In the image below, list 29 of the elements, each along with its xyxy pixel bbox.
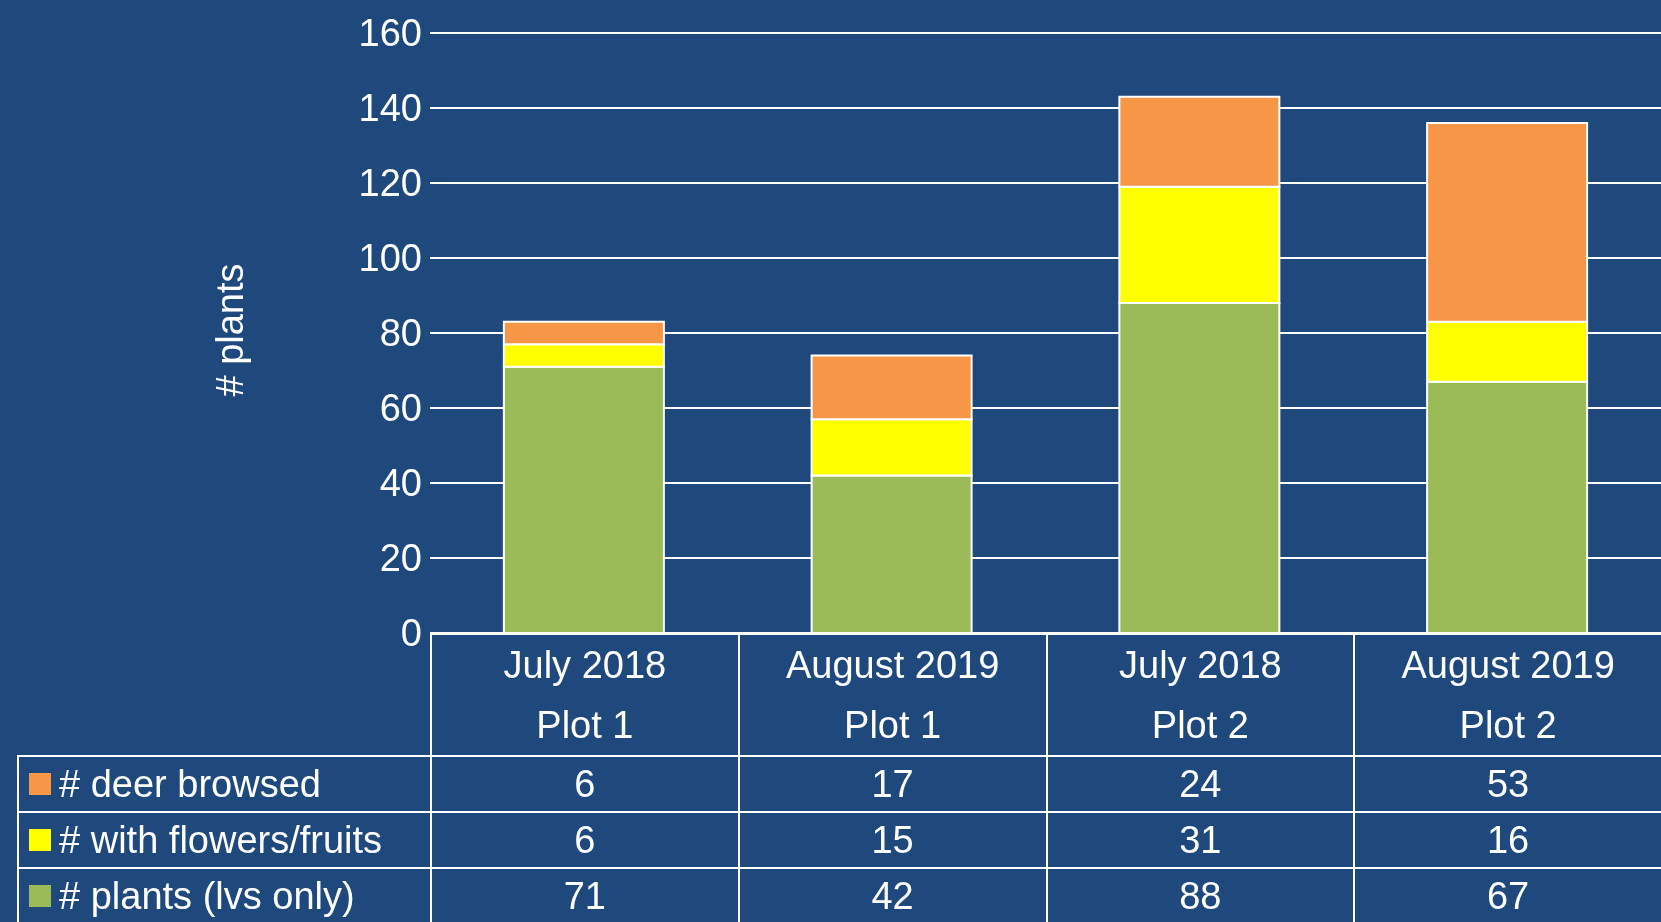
y-axis-title: # plants <box>208 263 252 397</box>
data-label: 53 <box>1353 755 1661 811</box>
y-tick-label: 160 <box>358 12 422 55</box>
x-tick-label: August 2019 Plot 1 <box>737 633 1046 755</box>
data-label: 17 <box>737 755 1046 811</box>
data-label: 42 <box>737 867 1046 922</box>
y-tick-label: 40 <box>379 462 422 505</box>
data-label: 15 <box>737 811 1046 867</box>
data-label: 6 <box>430 811 738 867</box>
x-tick-label: July 2018 Plot 2 <box>1045 633 1354 755</box>
data-label: 16 <box>1353 811 1661 867</box>
legend-label: # with flowers/fruits <box>59 818 383 862</box>
data-label: 31 <box>1045 811 1354 867</box>
data-label: 6 <box>430 755 738 811</box>
x-tick-label: August 2019 Plot 2 <box>1353 633 1661 755</box>
y-tick-label: 0 <box>400 612 422 655</box>
legend-label: # deer browsed <box>59 762 321 806</box>
y-tick-label: 100 <box>358 237 422 280</box>
x-tick-label: July 2018 Plot 1 <box>430 633 738 755</box>
y-tick-label: 80 <box>379 312 422 355</box>
data-label: 88 <box>1045 867 1354 922</box>
data-label: 67 <box>1353 867 1661 922</box>
legend-label: # plants (lvs only) <box>59 874 355 918</box>
y-tick-label: 140 <box>358 87 422 130</box>
y-tick-label: 60 <box>379 387 422 430</box>
y-tick-label: 20 <box>379 537 422 580</box>
data-label: 24 <box>1045 755 1354 811</box>
data-label: 71 <box>430 867 738 922</box>
y-tick-label: 120 <box>358 162 422 205</box>
